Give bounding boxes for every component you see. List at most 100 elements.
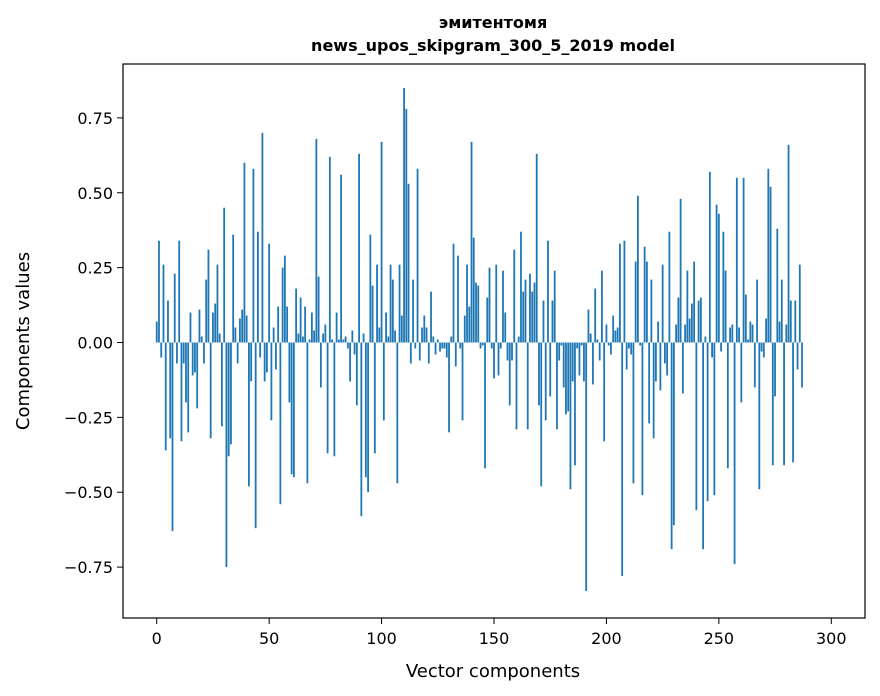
bar-216: [641, 342, 644, 496]
bar-18: [196, 342, 199, 409]
bar-28: [218, 333, 221, 343]
bar-286: [798, 264, 801, 343]
bar-115: [414, 342, 417, 349]
bar-143: [477, 285, 480, 343]
bar-262: [744, 294, 747, 343]
bar-6: [169, 342, 172, 439]
x-tick-label-100: 100: [366, 629, 397, 648]
bar-171: [540, 342, 543, 487]
bar-207: [621, 342, 624, 577]
bar-42: [250, 342, 253, 382]
bar-232: [677, 297, 680, 343]
bar-124: [434, 342, 437, 355]
bar-51: [270, 342, 273, 421]
bar-249: [715, 204, 718, 343]
bar-142: [475, 282, 477, 343]
bar-212: [632, 342, 635, 484]
bar-94: [367, 342, 369, 493]
bar-26: [214, 303, 217, 343]
bar-44: [254, 342, 257, 529]
bar-14: [187, 342, 190, 433]
bar-132: [452, 243, 455, 343]
bar-259: [738, 327, 740, 343]
bar-186: [574, 342, 576, 466]
bar-252: [722, 231, 725, 343]
bar-235: [684, 324, 687, 343]
bar-30: [223, 207, 226, 343]
bar-144: [479, 342, 482, 349]
bar-163: [522, 291, 525, 343]
bar-148: [488, 267, 491, 343]
bar-13: [185, 342, 187, 403]
bar-210: [628, 342, 630, 349]
bar-166: [529, 273, 531, 343]
bar-227: [666, 342, 669, 376]
bar-157: [508, 342, 511, 406]
bar-74: [322, 333, 325, 343]
bar-230: [672, 342, 675, 526]
bar-265: [751, 324, 754, 343]
bar-57: [283, 255, 286, 343]
bar-277: [778, 321, 781, 343]
bar-86: [349, 342, 351, 382]
bar-67: [306, 342, 309, 484]
bar-128: [443, 342, 446, 349]
y-tick-label-2: −0.25: [64, 408, 113, 427]
bar-200: [605, 324, 608, 343]
bar-61: [292, 342, 295, 478]
bar-32: [227, 342, 230, 457]
bar-93: [364, 342, 367, 478]
bar-250: [717, 213, 720, 343]
bar-70: [313, 330, 316, 343]
bar-202: [610, 342, 612, 355]
bar-206: [619, 243, 621, 343]
bar-123: [432, 336, 435, 343]
bar-49: [266, 342, 268, 373]
bar-72: [317, 276, 320, 343]
bar-239: [693, 261, 696, 343]
chart-title-line2: news_upos_skipgram_300_5_2019 model: [311, 36, 675, 55]
x-tick-label-150: 150: [479, 629, 510, 648]
bar-176: [551, 300, 554, 343]
bar-272: [767, 168, 770, 343]
bar-10: [178, 240, 181, 343]
bar-50: [268, 243, 271, 343]
bar-87: [351, 330, 354, 343]
bar-69: [310, 312, 313, 343]
bar-243: [702, 342, 705, 550]
bar-225: [661, 264, 664, 343]
bar-112: [407, 183, 410, 343]
bar-149: [490, 342, 493, 349]
bar-193: [589, 333, 592, 343]
bar-38: [241, 309, 244, 343]
bar-226: [663, 342, 666, 364]
bar-71: [315, 138, 318, 343]
bar-165: [526, 342, 529, 430]
bar-209: [625, 342, 628, 370]
bar-275: [774, 342, 776, 397]
bar-279: [783, 342, 785, 466]
bar-261: [742, 177, 745, 343]
bar-120: [425, 327, 428, 343]
bar-213: [634, 261, 637, 343]
bar-203: [612, 315, 615, 343]
bar-80: [335, 312, 338, 343]
bar-101: [382, 342, 385, 421]
bar-233: [679, 198, 682, 343]
bar-129: [445, 342, 448, 358]
bar-111: [405, 108, 408, 343]
bar-253: [724, 270, 727, 343]
bar-146: [484, 342, 486, 469]
bar-31: [225, 342, 228, 568]
bar-248: [713, 342, 716, 496]
bar-182: [565, 342, 567, 415]
bar-254: [726, 342, 729, 469]
bar-68: [308, 339, 311, 343]
bar-65: [301, 336, 304, 343]
bar-263: [747, 339, 749, 343]
bar-78: [331, 339, 334, 343]
bar-90: [358, 153, 360, 343]
bar-98: [376, 264, 378, 343]
bar-56: [281, 267, 284, 343]
